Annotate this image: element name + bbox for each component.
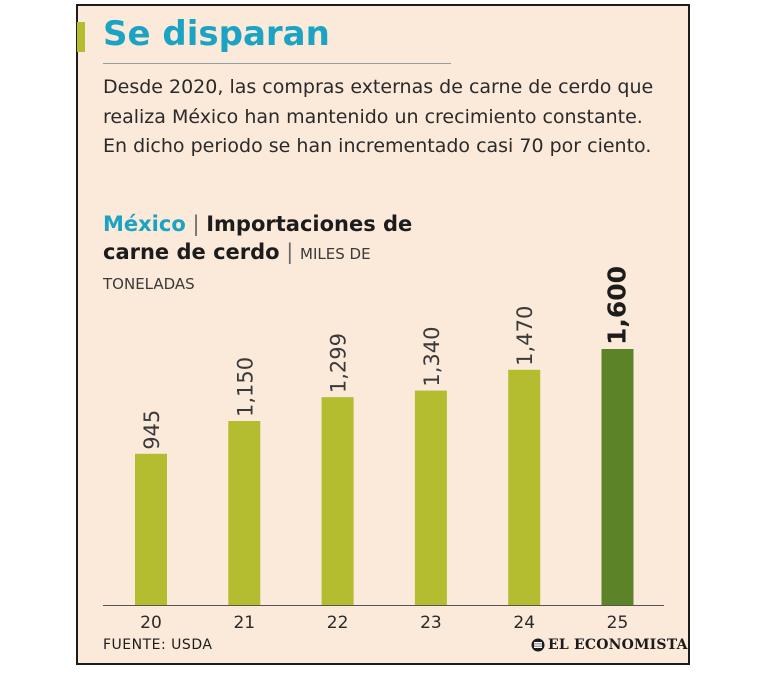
description-text: Desde 2020, las compras externas de carn… bbox=[103, 76, 654, 157]
infographic-card bbox=[76, 4, 690, 665]
chart-heading-series: Importaciones de carne de cerdo bbox=[103, 212, 413, 264]
x-tick-label: 25 bbox=[607, 613, 629, 633]
title-marker bbox=[77, 22, 85, 52]
bar-value-label: 1,299 bbox=[327, 333, 351, 393]
x-tick-label: 23 bbox=[420, 613, 442, 633]
bar bbox=[321, 397, 354, 605]
bar-value-label: 1,470 bbox=[513, 306, 537, 366]
x-tick-label: 21 bbox=[233, 613, 255, 633]
bar bbox=[135, 453, 167, 605]
publisher-logo: EL ECONOMISTA bbox=[531, 637, 688, 653]
x-tick-label: 22 bbox=[327, 613, 349, 633]
bar bbox=[414, 390, 447, 605]
bar-value-label: 1,600 bbox=[603, 266, 632, 345]
chart-heading-separator: | bbox=[192, 212, 200, 236]
x-tick-label: 24 bbox=[513, 613, 535, 633]
bar bbox=[601, 349, 634, 605]
source-note: FUENTE: USDA bbox=[103, 637, 213, 653]
chart-heading: México | Importaciones de carne de cerdo… bbox=[103, 210, 433, 298]
bar bbox=[228, 421, 261, 605]
chart-heading-separator-2: | bbox=[286, 240, 294, 264]
chart-heading-unit: MILES DE TONELADAS bbox=[103, 245, 371, 293]
x-tick-label: 20 bbox=[140, 613, 162, 633]
chart-heading-country: México bbox=[103, 212, 186, 236]
publisher-name: EL ECONOMISTA bbox=[548, 637, 688, 653]
bar bbox=[508, 369, 541, 605]
bar-value-label: 1,340 bbox=[420, 326, 444, 386]
bar-value-label: 1,150 bbox=[233, 357, 257, 417]
page-title: Se disparan bbox=[103, 14, 330, 54]
title-divider bbox=[103, 63, 451, 64]
bar-value-label: 945 bbox=[140, 410, 164, 450]
el-economista-logo-mark-icon bbox=[531, 638, 545, 652]
